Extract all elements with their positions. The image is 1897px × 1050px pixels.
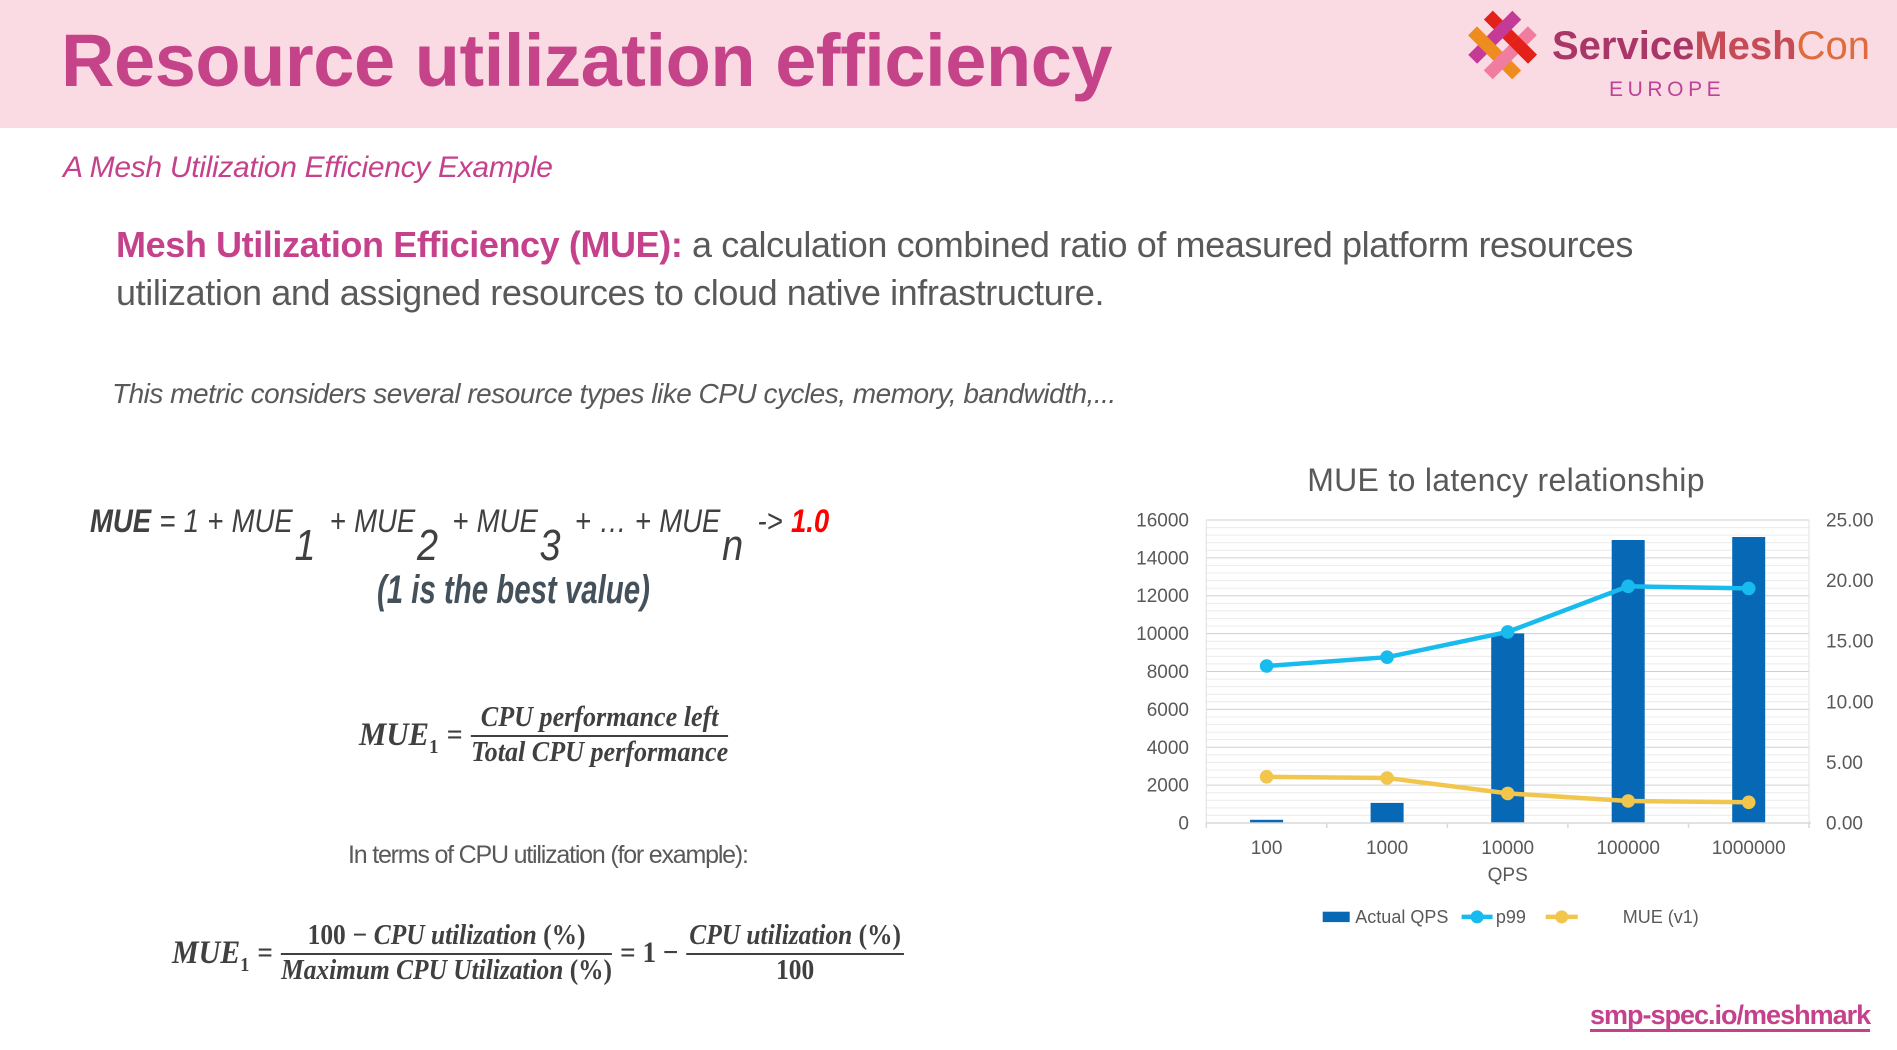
svg-text:14000: 14000: [1136, 548, 1189, 569]
svg-text:2000: 2000: [1147, 776, 1189, 797]
svg-text:10000: 10000: [1136, 624, 1189, 645]
svg-text:12000: 12000: [1136, 586, 1189, 607]
svg-text:100000: 100000: [1596, 838, 1659, 859]
svg-text:6000: 6000: [1147, 700, 1189, 721]
svg-text:0.00: 0.00: [1826, 814, 1863, 835]
svg-text:p99: p99: [1496, 907, 1526, 927]
svg-text:15.00: 15.00: [1826, 632, 1874, 653]
svg-text:8000: 8000: [1147, 662, 1189, 683]
svg-text:Actual QPS: Actual QPS: [1355, 907, 1448, 927]
svg-text:1000000: 1000000: [1712, 838, 1786, 859]
svg-text:MUE (v1): MUE (v1): [1623, 907, 1699, 927]
svg-text:25.00: 25.00: [1826, 511, 1874, 532]
svg-text:20.00: 20.00: [1826, 571, 1874, 592]
svg-text:5.00: 5.00: [1826, 753, 1863, 774]
svg-text:100: 100: [1251, 838, 1283, 859]
svg-text:QPS: QPS: [1488, 865, 1528, 886]
svg-text:16000: 16000: [1136, 511, 1189, 532]
svg-text:1000: 1000: [1366, 838, 1408, 859]
svg-text:10000: 10000: [1481, 838, 1534, 859]
svg-text:MUE to latency relationship: MUE to latency relationship: [1307, 462, 1705, 498]
svg-text:4000: 4000: [1147, 738, 1189, 759]
svg-text:10.00: 10.00: [1826, 692, 1874, 713]
svg-text:0: 0: [1178, 814, 1189, 835]
